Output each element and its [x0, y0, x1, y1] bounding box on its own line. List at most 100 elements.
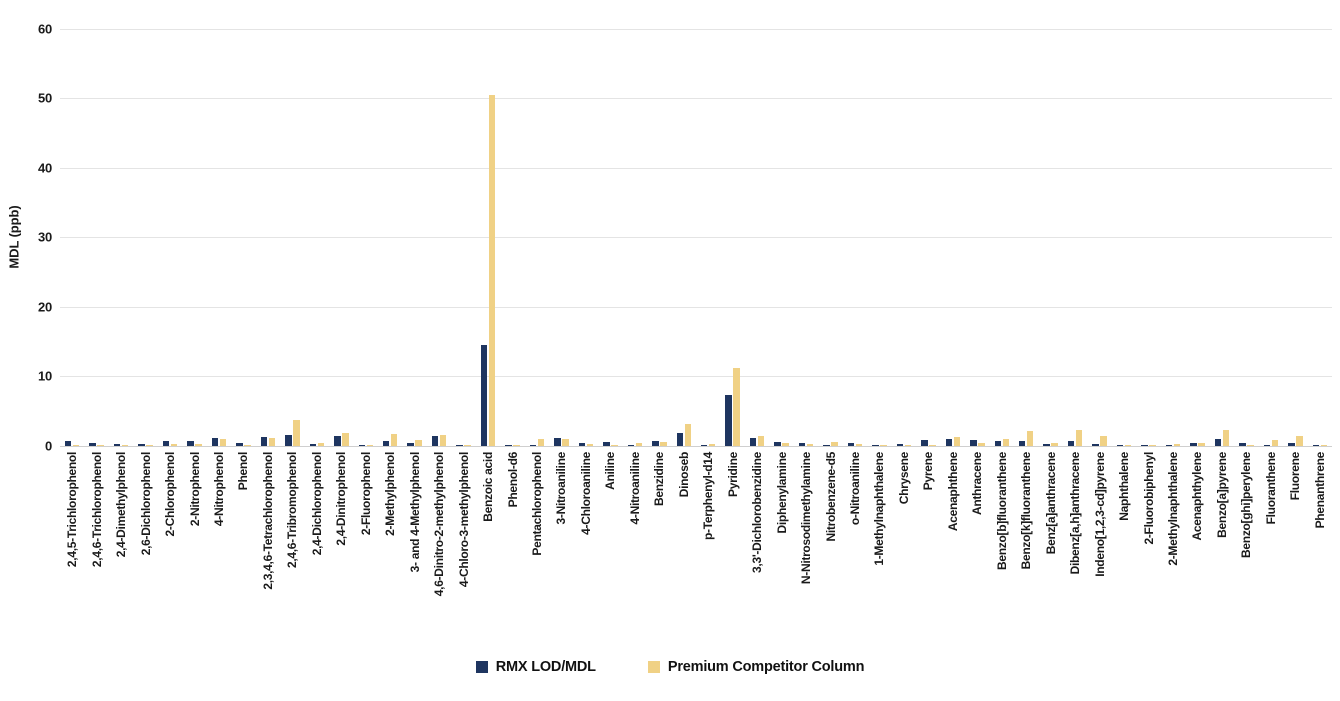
x-axis-label: Benzo[b]fluoranthene [994, 452, 1009, 570]
bar-rmx [1312, 444, 1320, 446]
bar-rmx [64, 440, 72, 446]
bar-rmx [554, 437, 561, 446]
bar-competitor [880, 445, 887, 446]
bar-competitor [390, 434, 398, 446]
bar-competitor [342, 433, 349, 446]
gridline [60, 237, 1332, 239]
gridline [60, 167, 1332, 169]
x-axis-label: o-Nitroaniline [848, 452, 862, 526]
x-axis-label: Benzo[k]fluoranthene [1019, 452, 1034, 570]
x-axis-label: 3-Nitroaniline [554, 452, 569, 525]
bar-competitor [660, 442, 667, 446]
gridline [60, 376, 1332, 378]
bar-competitor [537, 439, 545, 446]
bar-competitor [293, 420, 300, 446]
x-axis-label: Phenanthrene [1312, 452, 1327, 529]
gridline [60, 446, 1332, 447]
legend-label-rmx: RMX LOD/MDL [495, 659, 596, 675]
y-axis-tick-label: 50 [37, 90, 52, 106]
bar-competitor [978, 442, 985, 446]
bar-rmx [676, 433, 684, 446]
x-axis-label: 4-Nitrophenol [212, 452, 226, 527]
bar-competitor [1173, 444, 1181, 446]
bar-rmx [798, 443, 806, 446]
x-axis-label: Benz[a]anthracene [1043, 452, 1058, 555]
bar-competitor [831, 441, 838, 446]
x-axis-label: Benzo[a]pyrene [1214, 452, 1229, 538]
bar-rmx [358, 445, 366, 446]
bar-competitor [782, 443, 789, 446]
x-axis-label: 2-Methylnaphthalene [1166, 452, 1180, 566]
bar-competitor [562, 439, 569, 446]
bar-rmx [309, 443, 317, 446]
bar-competitor [1198, 442, 1205, 446]
x-axis-label: Fluoranthene [1263, 452, 1278, 525]
bar-rmx [456, 445, 463, 446]
x-axis-label: Benzidine [652, 452, 667, 506]
bar-rmx [285, 434, 292, 446]
x-axis-label: 2-Nitrophenol [187, 452, 202, 527]
bar-rmx [382, 441, 390, 446]
bar-competitor [1100, 435, 1107, 446]
x-axis-label: 2-Fluorophenol [358, 452, 373, 536]
bar-competitor [195, 443, 202, 446]
legend-item-rmx: RMX LOD/MDL [475, 659, 596, 675]
bar-rmx [1263, 444, 1271, 446]
x-axis-label: N-Nitrosodimethylamine [799, 452, 814, 585]
bar-competitor [146, 445, 153, 446]
x-axis-label: 2-Chlorophenol [163, 452, 178, 537]
bar-rmx [1067, 440, 1075, 446]
legend-swatch-competitor-icon [647, 661, 660, 673]
bar-competitor [170, 443, 178, 446]
bar-competitor [1002, 439, 1010, 446]
bar-rmx [774, 442, 781, 446]
gridline [60, 98, 1332, 100]
bar-competitor [97, 445, 104, 446]
bar-rmx [700, 444, 708, 446]
bar-rmx [187, 440, 194, 446]
bar-competitor [1124, 444, 1132, 446]
x-axis-label: 2,4-Dimethylphenol [114, 452, 129, 558]
bar-rmx [407, 442, 414, 446]
x-axis-label: 2,4,6-Trichlorophenol [89, 452, 104, 568]
bar-rmx [1214, 439, 1222, 446]
x-axis-label: Dibenz[a,h]anthracene [1068, 452, 1083, 575]
bar-competitor [219, 438, 227, 446]
bar-rmx [970, 440, 977, 446]
bar-rmx [872, 444, 879, 446]
bar-rmx [113, 443, 121, 446]
bar-rmx [578, 442, 586, 446]
bar-competitor [366, 445, 374, 446]
bar-competitor [464, 445, 471, 446]
y-axis-tick-label: 30 [37, 229, 52, 245]
bar-competitor [439, 434, 447, 446]
bar-competitor [684, 424, 692, 446]
x-axis-label: Fluorene [1288, 452, 1303, 501]
x-axis-label: Pyrene [921, 452, 936, 491]
bar-competitor [806, 443, 814, 446]
bar-competitor [929, 445, 936, 446]
x-axis-label: Naphthalene [1117, 452, 1132, 521]
x-axis-label: 3,3'-Dichlorobenzidine [750, 452, 765, 573]
bar-rmx [749, 437, 757, 446]
bar-competitor [1271, 440, 1279, 446]
bar-rmx [334, 435, 341, 446]
x-axis-label: Indeno[1,2,3-cd]pyrene [1092, 452, 1107, 577]
bar-competitor [268, 437, 276, 446]
bar-rmx [529, 445, 537, 446]
x-axis-label: 4-Chloroaniline [578, 452, 593, 535]
bar-rmx [603, 442, 610, 446]
bar-rmx [945, 439, 953, 446]
bar-rmx [921, 440, 928, 446]
x-axis-label: 2,4,5-Trichlorophenol [65, 452, 80, 568]
x-axis-label: Anthracene [970, 452, 985, 516]
bar-rmx [480, 345, 488, 446]
legend-label-competitor: Premium Competitor Column [667, 659, 865, 675]
bar-competitor [733, 368, 740, 446]
x-axis-label: Aniline [603, 452, 618, 490]
y-axis-tick-label: 10 [37, 368, 52, 384]
y-axis-tick-label: 60 [37, 21, 52, 36]
legend-item-competitor: Premium Competitor Column [647, 659, 865, 675]
